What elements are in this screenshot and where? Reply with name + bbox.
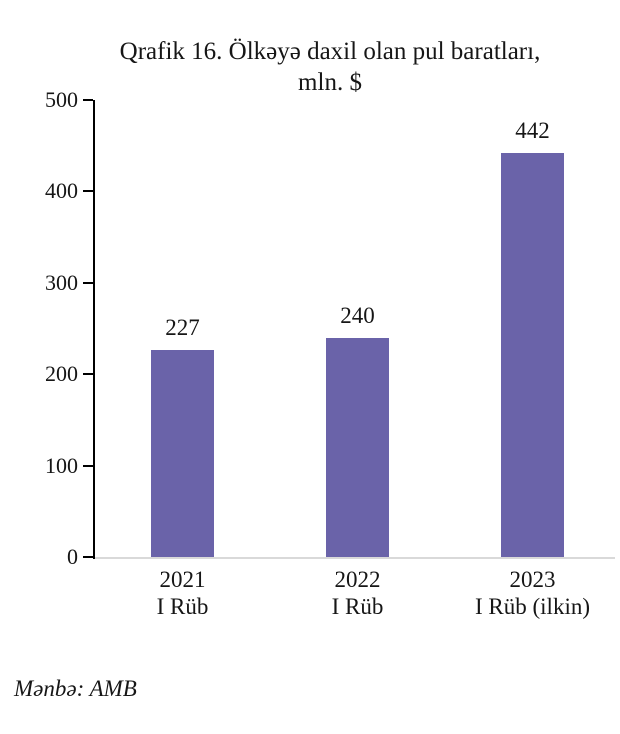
x-axis-category-quarter: I Rüb [156,594,209,619]
x-axis-category-quarter: I Rüb [331,594,384,619]
y-axis-line [93,100,95,559]
chart-title-line1: Qrafik 16. Ölkəyə daxil olan pul baratla… [119,38,541,65]
bar [326,337,389,557]
x-axis-baseline [95,557,615,559]
x-axis-category-label: 2023 I Rüb (ilkin) [445,566,620,620]
y-axis-tick-label: 500 [45,87,78,112]
y-axis-tick-label: 0 [67,544,78,569]
x-axis-category-label: 2021 I Rüb [95,566,271,620]
x-axis-category-year: 2022 [334,567,381,592]
y-axis-tick [83,373,93,376]
x-axis-category-year: 2021 [159,567,206,592]
y-axis-tick-label: 400 [45,178,78,204]
x-axis-category-year: 2023 [509,567,556,592]
bar-value-label: 442 [515,118,550,143]
source-note: Mənbə: AMB [14,676,137,701]
bar-value-label: 240 [340,302,375,328]
y-axis-tick [83,190,93,193]
chart-title-line2: mln. $ [298,69,362,96]
bar [501,153,564,557]
x-axis-category-label: 2022 I Rüb [270,566,446,620]
y-axis-tick [83,464,93,467]
chart-title: Qrafik 16. Ölkəyə daxil olan pul baratla… [52,36,608,98]
bar [151,349,214,557]
bar-value-label: 227 [165,314,200,340]
y-axis-tick-label: 300 [45,269,78,295]
x-axis-category-quarter: I Rüb (ilkin) [475,594,590,619]
y-axis-tick [83,99,93,101]
y-axis-tick-label: 200 [45,361,78,387]
y-axis-tick [83,556,93,558]
y-axis-tick [83,281,93,284]
y-axis-tick-label: 100 [45,452,78,478]
